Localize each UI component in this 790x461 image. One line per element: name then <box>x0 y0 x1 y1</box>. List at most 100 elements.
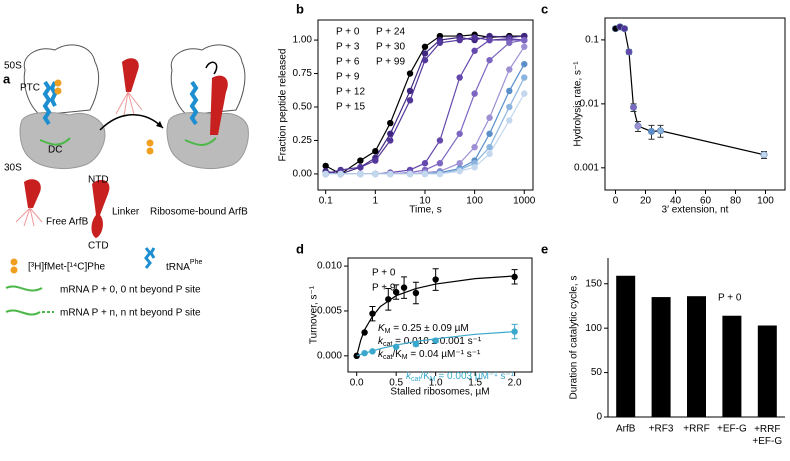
label: PTC <box>20 83 40 94</box>
point <box>511 328 518 335</box>
peptide <box>146 139 154 147</box>
point <box>486 150 493 158</box>
point <box>625 48 633 56</box>
legend-label: P + 15 <box>336 102 365 113</box>
label: tRNAPhe <box>166 259 202 273</box>
x-tick-label: 60 <box>700 196 712 207</box>
peptide <box>146 147 154 155</box>
x-tick-label: 1000 <box>513 196 536 207</box>
label: CTD <box>88 241 109 252</box>
y-tick-label: 0.001 <box>574 162 599 173</box>
point <box>357 157 364 164</box>
x-tick-label: 0.0 <box>350 378 364 389</box>
x-axis-label: Time, s <box>409 205 441 216</box>
point <box>337 170 344 178</box>
point <box>521 43 528 50</box>
point <box>392 343 400 351</box>
annotation-text: k <box>378 336 384 347</box>
panel-label: b <box>296 1 304 16</box>
point <box>521 36 528 44</box>
arfb-tail <box>115 91 143 117</box>
arfb <box>24 179 41 208</box>
point <box>432 337 439 344</box>
label: 30S <box>4 163 22 174</box>
legend-label: P + 30 <box>376 42 405 53</box>
x-tick-label: ArfB <box>616 424 636 435</box>
y-tick-label: 0.75 <box>293 68 313 79</box>
x-tick-label: +RRF +EF-G <box>752 424 782 447</box>
annotation-text: K <box>378 323 386 334</box>
point <box>421 43 429 50</box>
point <box>387 119 394 127</box>
point <box>456 160 463 167</box>
point <box>361 329 368 336</box>
trna <box>189 80 199 126</box>
annotation-text: /K <box>392 349 402 360</box>
point <box>421 160 429 167</box>
trna <box>42 80 58 126</box>
point <box>421 50 429 57</box>
annotation-text: k <box>378 349 384 360</box>
y-tick-label: 100 <box>585 323 602 334</box>
arfb-tail <box>15 207 43 227</box>
mrna-icon <box>5 309 41 316</box>
point <box>432 276 439 283</box>
mrna <box>184 137 217 146</box>
point <box>456 168 463 175</box>
x-tick-label: 2.0 <box>508 378 522 389</box>
point <box>400 284 408 291</box>
y-axis-label: Duration of catalytic cycle, s <box>569 276 580 400</box>
x-tick-label: 40 <box>670 196 682 207</box>
point <box>471 47 478 54</box>
x-tick-label: 100 <box>466 196 483 207</box>
x-tick-label: 20 <box>640 196 652 207</box>
arrow-head <box>156 121 163 128</box>
annotation: P + 0 <box>718 293 742 304</box>
point <box>629 103 637 111</box>
point <box>372 170 379 178</box>
legend-label: P + 9 <box>372 283 396 294</box>
x-tick-label: 0.1 <box>319 196 333 207</box>
point <box>506 87 513 95</box>
point <box>521 60 528 68</box>
point <box>456 130 463 137</box>
label: mRNA P + n, n nt beyond P site <box>60 308 201 319</box>
bar <box>616 275 636 417</box>
bar <box>687 296 706 417</box>
legend-label: P + 12 <box>336 87 365 98</box>
x-tick-label: 80 <box>730 196 742 207</box>
y-tick-label: 0.25 <box>293 135 313 146</box>
panel-label: a <box>3 71 11 86</box>
small-subunit <box>166 112 249 169</box>
label: Ribosome-bound ArfB <box>150 207 248 218</box>
point <box>421 170 429 178</box>
subscript: M <box>402 354 408 361</box>
point <box>471 143 478 151</box>
panel-a: a 50S PTC 30S DC Free ArfB NTD Linker CT… <box>3 44 249 319</box>
y-axis-label: Fraction peptide released <box>278 49 289 162</box>
annotation: kcat/KM = 0.04 µM⁻¹ s⁻¹ <box>378 349 481 361</box>
y-tick-label: 0.000 <box>317 350 342 361</box>
label: DC <box>48 145 62 156</box>
point <box>436 160 444 167</box>
y-tick-label: 0.005 <box>317 306 342 317</box>
arfb <box>122 58 139 92</box>
y-axis-label: Turnover, s⁻¹ <box>309 285 320 344</box>
subscript: cat <box>411 376 420 383</box>
point <box>322 170 329 178</box>
y-tick-label: 50 <box>591 367 603 378</box>
annotation: kcat/KM = 0.003 µM⁻¹ s⁻¹ <box>406 371 515 383</box>
y-tick-label: 150 <box>585 278 602 289</box>
label: 50S <box>4 61 22 72</box>
annotation: KM = 0.25 ± 0.09 µM <box>378 323 469 335</box>
arrow <box>205 61 218 75</box>
legend-label: P + 0 <box>372 268 396 279</box>
x-tick-label: +RF3 <box>649 424 674 435</box>
peptide <box>54 79 62 87</box>
y-tick-label: 0.01 <box>580 99 600 110</box>
point <box>620 25 628 33</box>
point <box>387 170 394 178</box>
point <box>369 348 376 355</box>
point <box>421 56 429 64</box>
